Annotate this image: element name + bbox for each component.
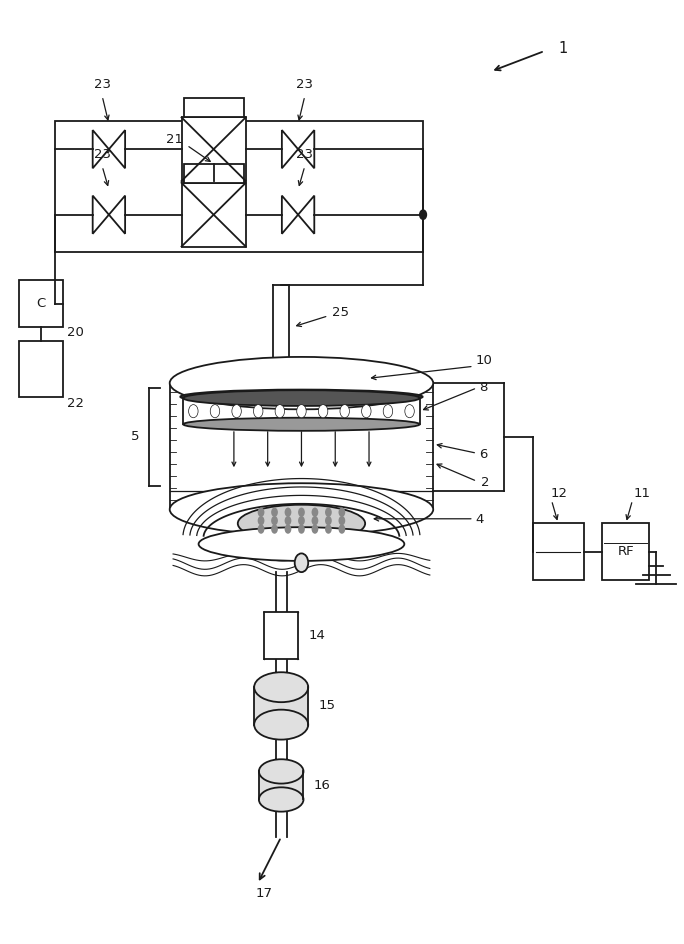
Text: 23: 23 xyxy=(296,78,313,92)
Text: 8: 8 xyxy=(479,380,488,394)
Text: 15: 15 xyxy=(318,700,335,713)
Circle shape xyxy=(339,516,345,525)
Bar xyxy=(181,117,246,181)
Circle shape xyxy=(254,405,263,418)
Text: 14: 14 xyxy=(308,630,325,642)
Circle shape xyxy=(297,405,306,418)
Circle shape xyxy=(339,508,345,517)
Text: 6: 6 xyxy=(479,448,488,461)
Bar xyxy=(183,98,244,117)
Circle shape xyxy=(210,405,220,418)
Text: 5: 5 xyxy=(131,430,140,444)
Polygon shape xyxy=(109,195,125,234)
Polygon shape xyxy=(92,195,109,234)
Text: 10: 10 xyxy=(475,354,492,367)
Circle shape xyxy=(318,405,328,418)
Bar xyxy=(19,341,64,397)
Circle shape xyxy=(311,516,318,525)
Circle shape xyxy=(420,210,426,219)
Ellipse shape xyxy=(254,710,308,739)
Polygon shape xyxy=(298,195,314,234)
Circle shape xyxy=(311,525,318,533)
Text: 2: 2 xyxy=(481,476,489,489)
Text: C: C xyxy=(37,297,46,310)
Circle shape xyxy=(271,508,278,517)
Bar xyxy=(602,524,649,580)
Text: 17: 17 xyxy=(256,886,272,900)
Text: 11: 11 xyxy=(634,487,651,500)
Circle shape xyxy=(325,525,332,533)
Circle shape xyxy=(258,525,265,533)
Bar xyxy=(259,771,304,800)
Circle shape xyxy=(271,516,278,525)
Polygon shape xyxy=(298,130,314,168)
Text: RF: RF xyxy=(618,545,634,558)
Circle shape xyxy=(275,405,285,418)
Circle shape xyxy=(405,405,415,418)
Circle shape xyxy=(285,508,291,517)
Circle shape xyxy=(311,508,318,517)
Circle shape xyxy=(362,405,371,418)
Text: 21: 21 xyxy=(166,133,183,146)
Text: 23: 23 xyxy=(94,78,111,92)
Ellipse shape xyxy=(183,418,420,430)
Circle shape xyxy=(285,516,291,525)
Ellipse shape xyxy=(198,527,404,561)
Circle shape xyxy=(258,516,265,525)
Ellipse shape xyxy=(170,357,433,410)
Circle shape xyxy=(298,516,305,525)
Ellipse shape xyxy=(183,390,420,406)
Ellipse shape xyxy=(254,672,308,702)
Bar xyxy=(19,280,64,327)
Ellipse shape xyxy=(181,390,423,404)
Text: 23: 23 xyxy=(296,148,313,161)
Bar xyxy=(55,121,423,252)
Circle shape xyxy=(325,508,332,517)
Text: 25: 25 xyxy=(332,307,349,319)
Polygon shape xyxy=(282,130,298,168)
Text: 16: 16 xyxy=(314,779,330,792)
Circle shape xyxy=(232,405,241,418)
Circle shape xyxy=(325,516,332,525)
Circle shape xyxy=(189,405,198,418)
Polygon shape xyxy=(109,130,125,168)
Circle shape xyxy=(285,525,291,533)
Bar xyxy=(183,164,244,183)
Circle shape xyxy=(271,525,278,533)
Circle shape xyxy=(339,525,345,533)
Bar xyxy=(181,183,246,246)
Ellipse shape xyxy=(238,505,365,542)
Text: 12: 12 xyxy=(550,487,567,500)
Polygon shape xyxy=(92,130,109,168)
Circle shape xyxy=(258,508,265,517)
Bar xyxy=(254,687,308,725)
Circle shape xyxy=(340,405,350,418)
Ellipse shape xyxy=(259,787,304,812)
Text: 4: 4 xyxy=(476,514,484,527)
Circle shape xyxy=(295,553,308,572)
Ellipse shape xyxy=(170,483,433,535)
Bar xyxy=(264,613,298,659)
Text: 22: 22 xyxy=(66,396,83,410)
Text: 1: 1 xyxy=(558,41,568,56)
Circle shape xyxy=(298,525,305,533)
Text: 20: 20 xyxy=(66,327,83,339)
Bar xyxy=(533,524,583,580)
Ellipse shape xyxy=(259,759,304,784)
Polygon shape xyxy=(282,195,298,234)
Circle shape xyxy=(298,508,305,517)
Text: 23: 23 xyxy=(94,148,111,161)
Circle shape xyxy=(383,405,393,418)
